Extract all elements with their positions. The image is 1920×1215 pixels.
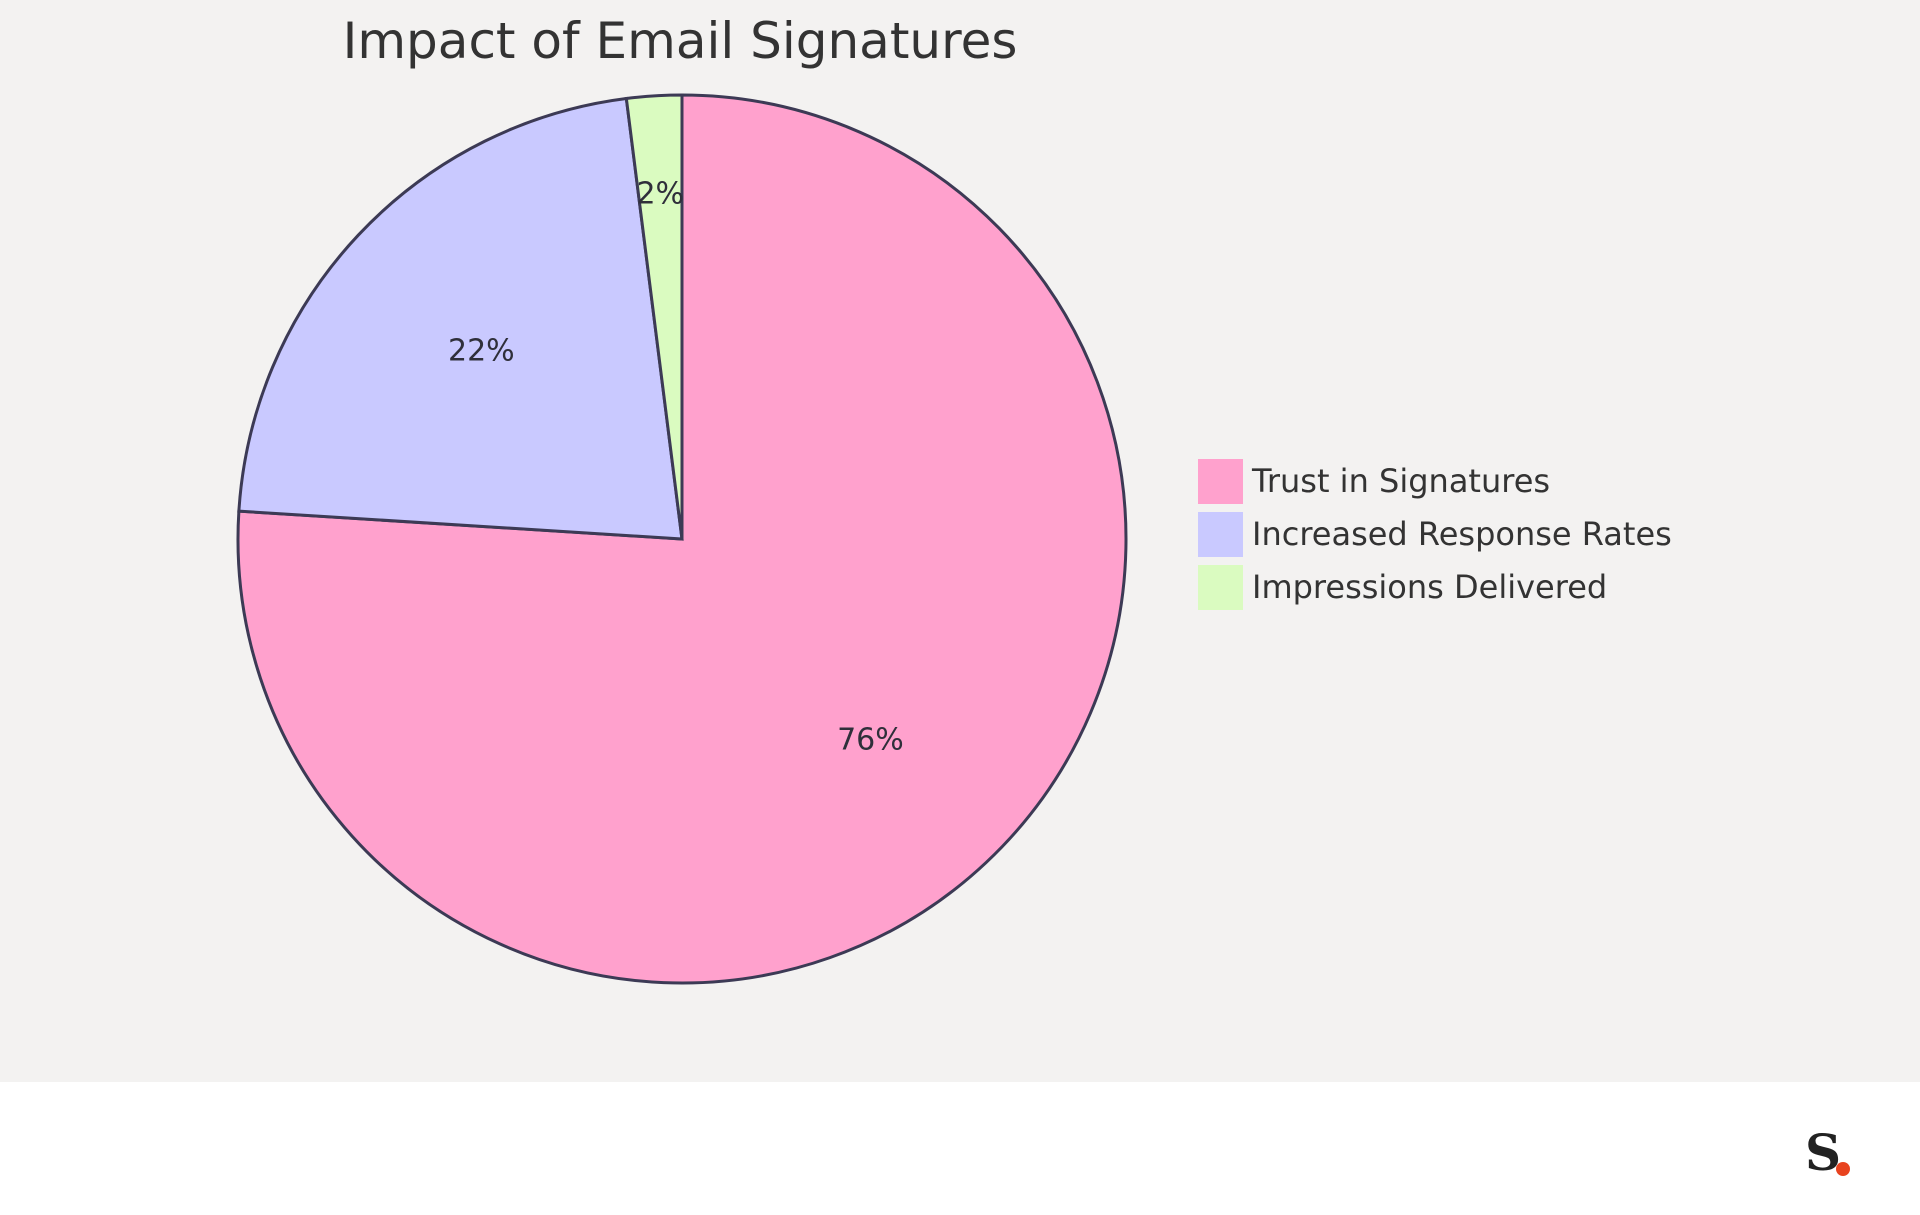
- legend-label: Trust in Signatures: [1251, 462, 1550, 500]
- pie-chart: Impact of Email Signatures 76% 22% 2% Trus…: [236, 12, 1672, 985]
- chart-title: Impact of Email Signatures: [343, 12, 1018, 70]
- slice-percent-label: 76%: [837, 723, 904, 758]
- legend-label: Increased Response Rates: [1252, 515, 1672, 553]
- legend-swatch: [1198, 459, 1243, 504]
- brand-logo: S: [1805, 1124, 1850, 1180]
- slice-percent-label: 22%: [448, 334, 515, 369]
- legend-swatch: [1198, 512, 1243, 557]
- brand-logo-letter: S: [1805, 1124, 1841, 1180]
- footer-bar: [0, 1082, 1920, 1215]
- pie-slice-impressions-delivered: [624, 93, 684, 540]
- slice-percent-label: 2%: [636, 176, 684, 211]
- pie-slice-labels: 76% 22% 2%: [448, 176, 904, 757]
- legend-label: Impressions Delivered: [1252, 568, 1607, 606]
- pie-slice-increased-response-rates: [237, 96, 684, 541]
- pie-slices: [236, 93, 1128, 985]
- chart-panel: Impact of Email Signatures 76% 22% 2% Trus…: [0, 0, 1920, 1082]
- brand-logo-dot: [1836, 1162, 1850, 1176]
- chart-legend: Trust in Signatures Increased Response Ra…: [1198, 459, 1672, 610]
- legend-swatch: [1198, 565, 1243, 610]
